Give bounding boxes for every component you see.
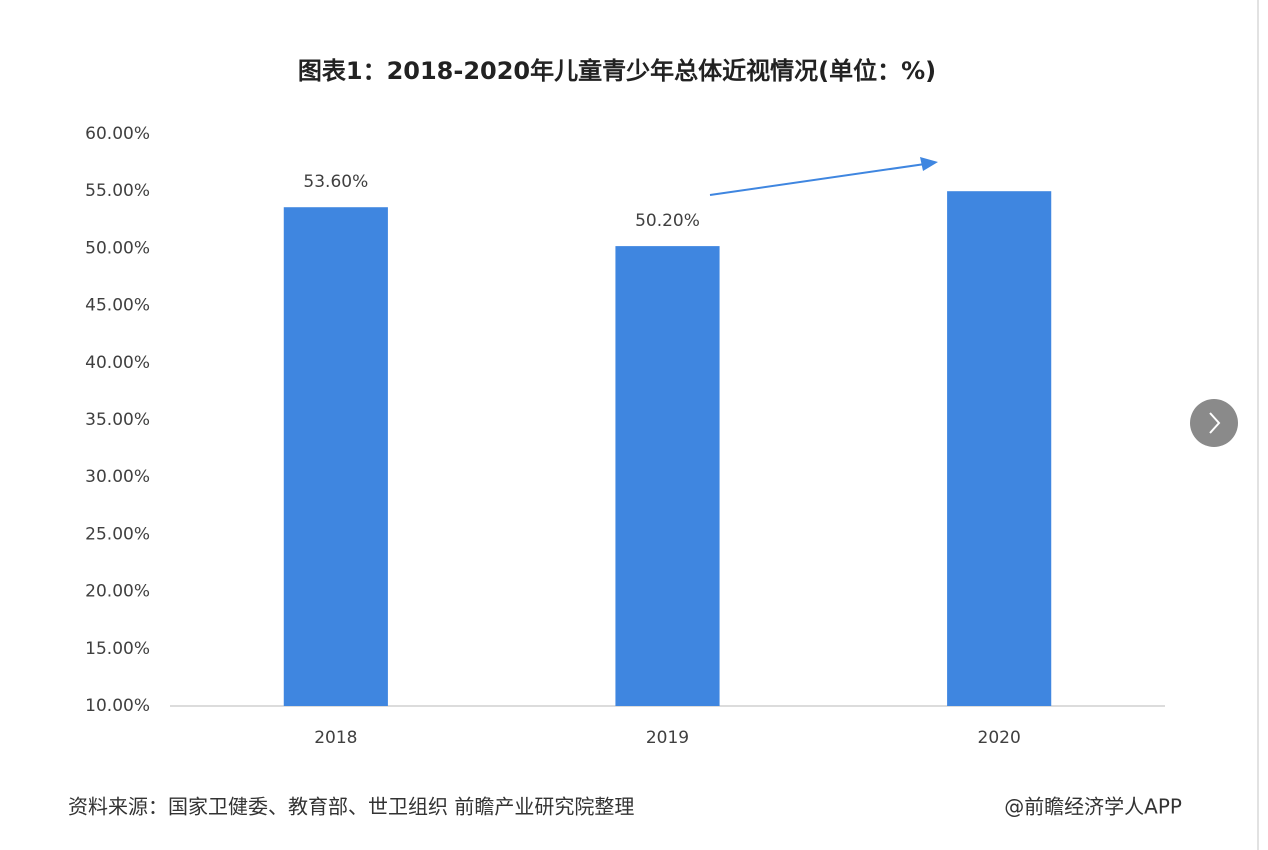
y-tick-label: 20.00% (85, 582, 150, 602)
next-button-icon[interactable] (1209, 412, 1221, 434)
y-tick-label: 60.00% (85, 124, 150, 144)
y-tick-label: 15.00% (85, 639, 150, 659)
y-tick-label: 25.00% (85, 524, 150, 544)
value-label: 53.60% (303, 172, 368, 192)
credit: @前瞻经济学人APP (1004, 795, 1182, 819)
y-tick-label: 35.00% (85, 410, 150, 430)
bar (283, 207, 388, 706)
y-tick-label: 40.00% (85, 353, 150, 373)
arrow-head (920, 157, 938, 171)
y-tick-label: 30.00% (85, 467, 150, 487)
bar (615, 246, 720, 706)
bar (947, 191, 1052, 706)
x-tick-label: 2020 (978, 728, 1021, 748)
x-tick-label: 2018 (314, 728, 357, 748)
trend-arrow (709, 157, 938, 196)
y-tick-label: 55.00% (85, 181, 150, 201)
y-tick-label: 10.00% (85, 696, 150, 716)
arrow-line (709, 163, 926, 196)
next-button-circle[interactable] (1190, 399, 1238, 447)
value-label: 50.20% (635, 211, 700, 231)
x-tick-label: 2019 (646, 728, 689, 748)
source-note: 资料来源：国家卫健委、教育部、世卫组织 前瞻产业研究院整理 (68, 795, 634, 819)
y-tick-label: 45.00% (85, 296, 150, 316)
y-tick-label: 50.00% (85, 238, 150, 258)
chart-title: 图表1：2018-2020年儿童青少年总体近视情况(单位：%) (298, 57, 936, 85)
next-button[interactable] (1190, 399, 1238, 447)
